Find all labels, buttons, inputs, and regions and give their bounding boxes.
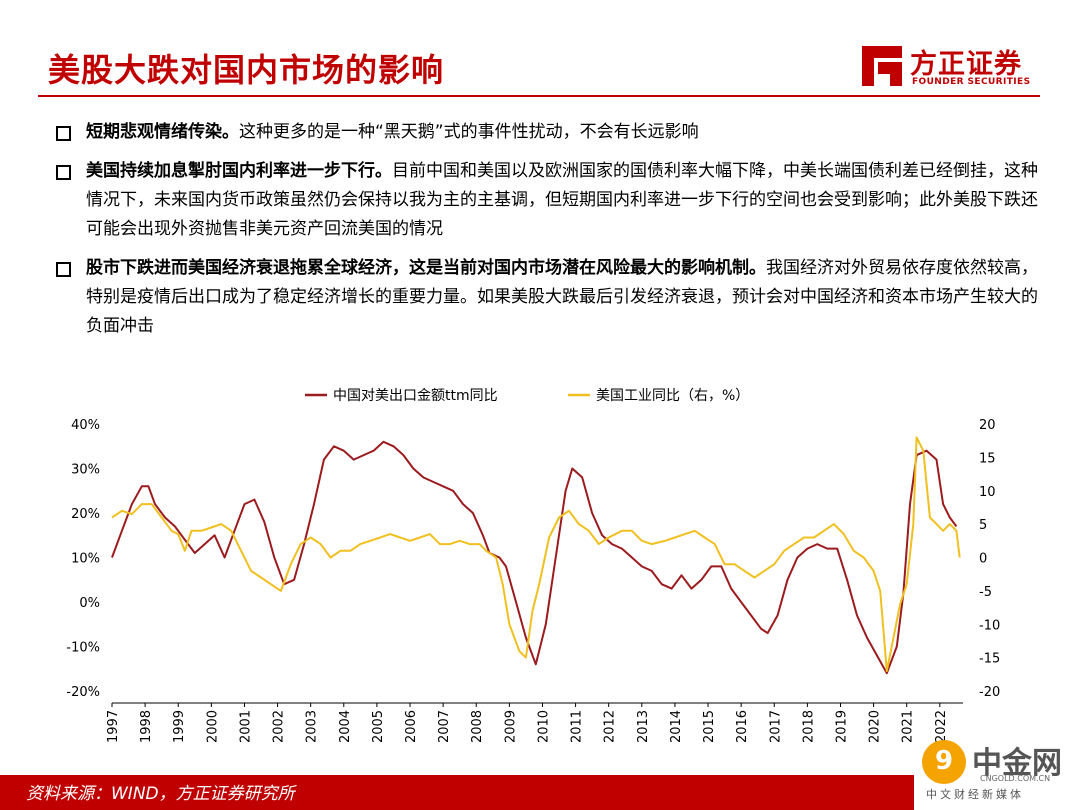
y-right-tick-label: 0	[979, 552, 987, 567]
bullet-item: 短期悲观情绪传染。这种更多的是一种“黑天鹅”式的事件性扰动，不会有长远影响	[52, 118, 1042, 147]
x-tick-label: 2001	[238, 710, 253, 743]
slide-title: 美股大跌对国内市场的影响	[48, 51, 445, 89]
legend-label-2: 美国工业同比（右，%）	[596, 388, 749, 404]
logo-text-cn: 方正证券	[910, 49, 1022, 80]
x-tick-label: 2018	[801, 710, 816, 743]
watermark-logo-icon: 9	[922, 740, 966, 784]
y-right-tick-label: 10	[979, 485, 996, 500]
bullet-text: 目前中国和美国以及欧洲国家的国债利率大幅下降，中美长端国债利差已经倒挂，这种情况…	[86, 161, 1038, 239]
title-divider	[38, 95, 1040, 97]
y-right-tick-label: 5	[979, 518, 987, 533]
x-tick-label: 2022	[934, 710, 949, 743]
x-tick-label: 2021	[901, 710, 916, 743]
bullet-text: 我国经济对外贸易依存度依然较高，特别是疫情后出口成为了稳定经济增长的重要力量。如…	[86, 258, 1038, 336]
y-right-tick-label: -20	[979, 685, 1000, 700]
x-tick-label: 2008	[470, 710, 485, 743]
x-tick-label: 2009	[503, 710, 518, 743]
x-tick-label: 2015	[702, 710, 717, 743]
x-tick-label: 2004	[338, 710, 353, 743]
watermark-url: CNGOLD.COM.CN	[980, 774, 1051, 783]
x-tick-label: 1998	[139, 710, 154, 743]
series-line-1	[111, 440, 958, 675]
bullet-item: 美国持续加息掣肘国内利率进一步下行。目前中国和美国以及欧洲国家的国债利率大幅下降…	[52, 157, 1042, 244]
x-tick-label: 2013	[636, 710, 651, 743]
x-tick-label: 2005	[371, 710, 386, 743]
y-left-tick-label: 20%	[71, 507, 100, 522]
bullet-lead: 短期悲观情绪传染。	[86, 122, 239, 142]
watermark-subtitle: 中文财经新媒体	[926, 788, 1024, 801]
square-bullet-icon	[56, 262, 71, 277]
bullet-item: 股市下跌进而美国经济衰退拖累全球经济，这是当前对国内市场潜在风险最大的影响机制。…	[52, 254, 1042, 341]
logo-text-en: FOUNDER SECURITIES	[912, 77, 1031, 87]
square-bullet-icon	[56, 165, 71, 180]
x-tick-label: 2020	[868, 710, 883, 743]
y-right-tick-label: 20	[979, 418, 996, 433]
y-right-tick-label: -10	[979, 618, 1000, 633]
x-tick-label: 2016	[735, 710, 750, 743]
line-chart: 40%30%20%10%0%-10%-20%20151050-5-10-15-2…	[66, 388, 1000, 743]
watermark-brand: 中金网	[972, 746, 1062, 781]
y-left-tick-label: -20%	[66, 685, 100, 700]
bullet-lead: 美国持续加息掣肘国内利率进一步下行。	[86, 161, 392, 181]
y-left-tick-label: 10%	[71, 552, 100, 567]
x-tick-label: 2003	[305, 710, 320, 743]
y-left-tick-label: 40%	[71, 418, 100, 433]
bullet-lead: 股市下跌进而美国经济衰退拖累全球经济，这是当前对国内市场潜在风险最大的影响机制。	[86, 258, 766, 278]
y-left-tick-label: 0%	[79, 596, 100, 611]
x-tick-label: 1999	[172, 710, 187, 743]
company-logo: 方正证券 FOUNDER SECURITIES	[862, 42, 1042, 90]
y-left-tick-label: -10%	[66, 641, 100, 656]
x-tick-label: 2012	[603, 710, 618, 743]
y-right-tick-label: -15	[979, 652, 1000, 667]
legend-label-1: 中国对美出口金额ttm同比	[333, 388, 498, 404]
series-line-2	[111, 436, 961, 672]
y-right-tick-label: 15	[979, 451, 996, 466]
x-tick-label: 2019	[834, 710, 849, 743]
y-right-tick-label: -5	[979, 585, 992, 600]
bullet-text: 这种更多的是一种“黑天鹅”式的事件性扰动，不会有长远影响	[239, 122, 699, 142]
x-tick-label: 2011	[570, 710, 585, 743]
watermark-glyph: 9	[934, 746, 954, 776]
square-bullet-icon	[56, 126, 71, 141]
founder-logo-icon	[862, 46, 902, 86]
footer-bar	[0, 775, 914, 810]
x-tick-label: 2002	[272, 710, 287, 743]
bullet-list: 短期悲观情绪传染。这种更多的是一种“黑天鹅”式的事件性扰动，不会有长远影响 美国…	[52, 118, 1042, 351]
watermark: 9 中金网 CNGOLD.COM.CN 中文财经新媒体	[918, 738, 1078, 808]
x-tick-label: 2014	[669, 710, 684, 743]
source-note: 资料来源：WIND，方正证券研究所	[26, 784, 295, 804]
x-tick-label: 2007	[437, 710, 452, 743]
x-tick-label: 2006	[404, 710, 419, 743]
x-tick-label: 2000	[205, 710, 220, 743]
x-tick-label: 2017	[768, 710, 783, 743]
x-tick-label: 1997	[106, 710, 121, 743]
y-left-tick-label: 30%	[71, 463, 100, 478]
x-tick-label: 2010	[536, 710, 551, 743]
